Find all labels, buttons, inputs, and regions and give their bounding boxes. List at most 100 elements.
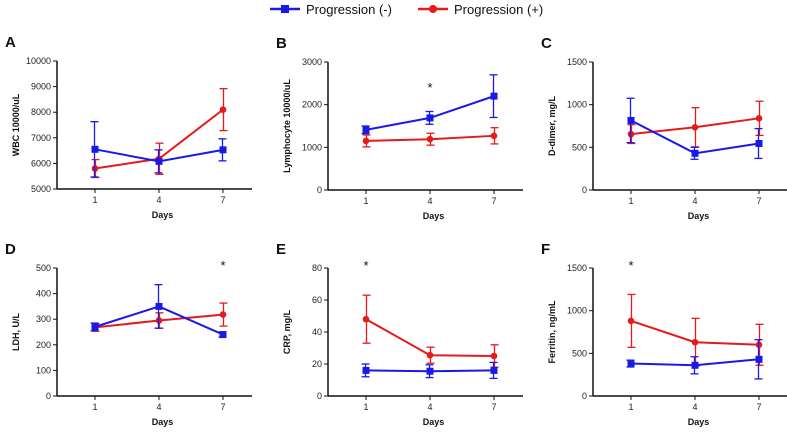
y-tick-label: 500 xyxy=(572,348,587,358)
x-tick-label: 7 xyxy=(756,402,761,412)
y-tick-label: 80 xyxy=(312,263,322,273)
data-point xyxy=(426,367,434,375)
data-point xyxy=(426,135,434,143)
data-point xyxy=(426,114,434,122)
data-point xyxy=(362,315,370,323)
y-tick-label: 7000 xyxy=(31,133,51,143)
y-tick-label: 40 xyxy=(312,327,322,337)
y-tick-label: 300 xyxy=(36,314,51,324)
y-tick-label: 1500 xyxy=(567,263,587,273)
panel-f: F 0 500 1000 1500 1 4 7 Days Ferritin, ng/mL * xyxy=(541,241,787,427)
x-axis-title: Days xyxy=(688,211,710,221)
y-tick-label: 1000 xyxy=(302,142,322,152)
data-point xyxy=(490,366,498,374)
y-axis-title: WBC 10000/uL xyxy=(11,93,21,156)
x-axis-title: Days xyxy=(152,417,174,427)
significance-asterisk: * xyxy=(363,258,368,273)
x-axis-title: Days xyxy=(423,211,445,221)
y-tick-label: 5000 xyxy=(31,184,51,194)
data-point xyxy=(490,352,498,360)
y-tick-label: 6000 xyxy=(31,158,51,168)
y-tick-label: 60 xyxy=(312,295,322,305)
data-point xyxy=(755,115,763,122)
x-tick-label: 4 xyxy=(692,196,697,206)
series-progression-negative xyxy=(90,283,227,339)
x-tick-label: 1 xyxy=(628,196,633,206)
y-tick-label: 1000 xyxy=(567,306,587,316)
legend-square-marker xyxy=(281,5,289,13)
x-tick-label: 7 xyxy=(220,402,225,412)
y-tick-label: 8000 xyxy=(31,107,51,117)
x-tick-label: 4 xyxy=(156,402,161,412)
y-tick-label: 9000 xyxy=(31,82,51,92)
data-point xyxy=(490,92,498,100)
data-point xyxy=(627,116,635,124)
y-tick-label: 20 xyxy=(312,359,322,369)
legend-item: Progression (-) xyxy=(270,2,392,17)
x-tick-label: 4 xyxy=(427,196,432,206)
data-point xyxy=(219,106,227,113)
data-point xyxy=(627,360,635,368)
y-tick-label: 0 xyxy=(46,391,51,401)
data-point xyxy=(627,317,635,325)
significance-asterisk: * xyxy=(220,258,225,273)
panel-e: E 0 20 40 60 80 1 4 7 Days CRP, mg/L * xyxy=(276,241,523,427)
panel-label: D xyxy=(5,241,16,258)
data-point xyxy=(219,146,227,154)
data-point xyxy=(755,139,763,147)
series-progression-negative xyxy=(626,97,763,160)
panel-label: B xyxy=(276,35,287,52)
y-tick-label: 0 xyxy=(317,391,322,401)
x-tick-label: 1 xyxy=(363,402,368,412)
data-point xyxy=(755,355,763,363)
panel-label: E xyxy=(276,241,286,258)
data-point xyxy=(691,361,699,369)
x-tick-label: 1 xyxy=(628,402,633,412)
series-progression-negative xyxy=(90,121,227,178)
y-tick-label: 1000 xyxy=(567,100,587,110)
x-axis-title: Days xyxy=(423,417,445,427)
x-tick-label: 7 xyxy=(491,196,496,206)
y-tick-label: 400 xyxy=(36,289,51,299)
legend-label: Progression (-) xyxy=(306,2,392,17)
series-progression-negative xyxy=(361,361,498,380)
data-point xyxy=(219,331,227,339)
panel-a: A 5000 6000 7000 8000 9000 10000 1 4 7 Days WBC 100… xyxy=(5,34,252,220)
x-tick-label: 1 xyxy=(92,195,97,205)
x-tick-label: 4 xyxy=(156,195,161,205)
y-axis-title: CRP, mg/L xyxy=(282,309,292,354)
x-tick-label: 7 xyxy=(756,196,761,206)
y-tick-label: 0 xyxy=(582,391,587,401)
y-axis-title: LDH, U/L xyxy=(11,313,21,351)
data-point xyxy=(362,126,370,134)
panel-c: C 0 500 1000 1500 1 4 7 Days D-dimer, mg/L xyxy=(541,35,787,221)
x-tick-label: 7 xyxy=(491,402,496,412)
panel-b: B 0 1000 2000 3000 1 4 7 Days Lymphocyte 10000/uL… xyxy=(276,35,523,221)
x-tick-label: 4 xyxy=(427,402,432,412)
data-point xyxy=(362,366,370,374)
legend-label: Progression (+) xyxy=(454,2,543,17)
legend-item: Progression (+) xyxy=(418,2,543,17)
panel-label: C xyxy=(541,35,552,52)
x-tick-label: 1 xyxy=(363,196,368,206)
data-point xyxy=(426,351,434,359)
data-point xyxy=(691,149,699,157)
series-progression-positive xyxy=(362,294,499,368)
series-progression-negative xyxy=(361,74,498,135)
panel-label: F xyxy=(541,241,550,258)
y-tick-label: 200 xyxy=(36,340,51,350)
y-tick-label: 0 xyxy=(582,185,587,195)
series-progression-positive xyxy=(627,293,764,367)
panel-d: D 0 100 200 300 400 500 1 4 7 Days LDH, U/L * xyxy=(5,241,252,427)
y-tick-label: 100 xyxy=(36,365,51,375)
legend-circle-marker xyxy=(429,5,437,13)
panel-label: A xyxy=(5,34,16,51)
y-tick-label: 3000 xyxy=(302,57,322,67)
data-point xyxy=(362,137,370,145)
significance-asterisk: * xyxy=(427,80,432,95)
series-progression-negative xyxy=(626,339,763,380)
data-point xyxy=(91,145,99,153)
x-axis-title: Days xyxy=(152,210,174,220)
significance-asterisk: * xyxy=(628,258,633,273)
